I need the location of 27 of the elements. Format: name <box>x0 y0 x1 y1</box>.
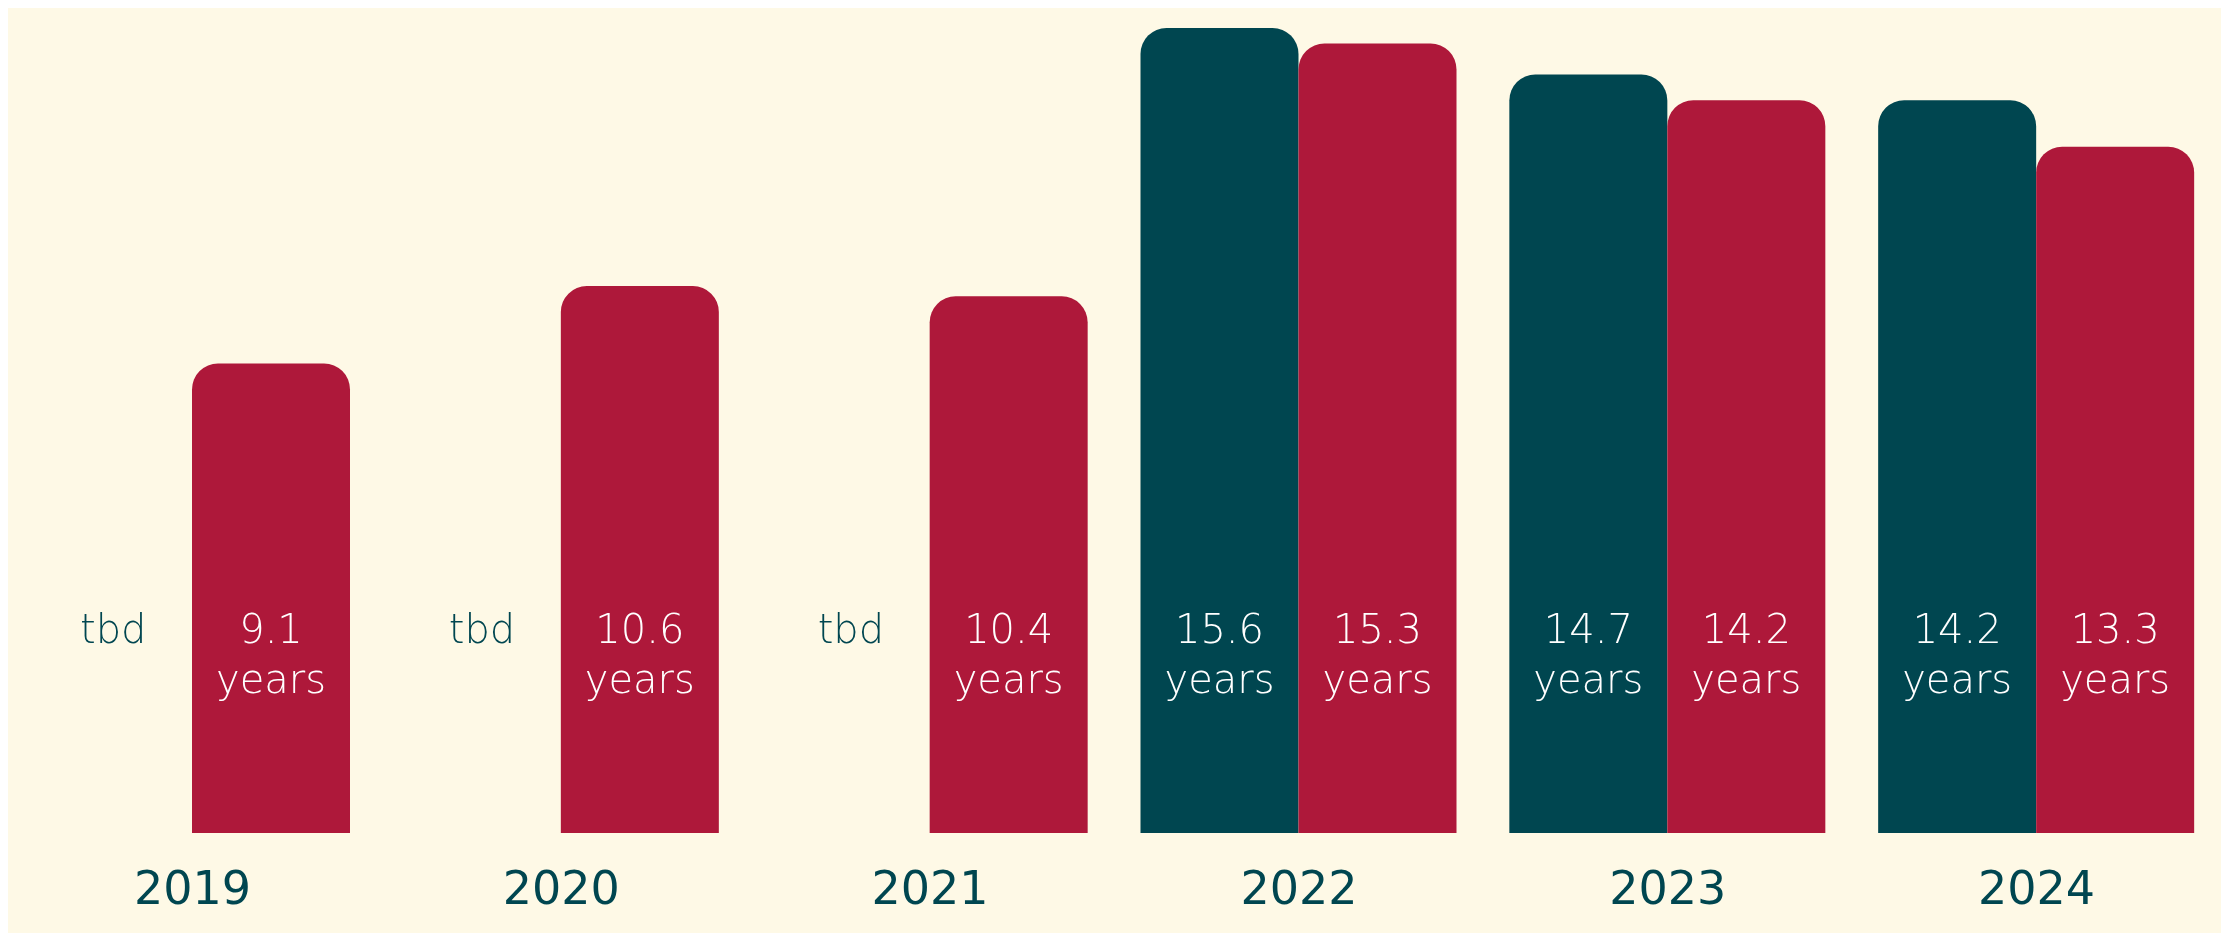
data-label: 14.2 years <box>1691 606 1802 702</box>
data-label: 14.2 years <box>1902 606 2013 702</box>
bar <box>560 286 719 833</box>
x-tick-label: 2021 <box>871 860 989 915</box>
data-label: 9.1 years <box>215 606 327 702</box>
data-label: 13.3 years <box>2060 606 2171 702</box>
text: tbd <box>817 606 885 652</box>
x-tick-label: 2022 <box>1240 860 1358 915</box>
bar <box>2036 146 2195 833</box>
text: tbd <box>448 606 516 652</box>
bar <box>929 296 1088 833</box>
bar <box>1667 100 1826 833</box>
bar <box>1140 28 1299 833</box>
text: tbd <box>79 606 147 652</box>
data-label: 10.6 years <box>584 606 695 702</box>
data-label: 15.3 years <box>1322 606 1433 702</box>
x-tick-label: 2024 <box>1978 860 2096 915</box>
bar <box>1298 43 1457 833</box>
data-label: 14.7 years <box>1533 606 1644 702</box>
x-tick-label: 2023 <box>1609 860 1727 915</box>
data-label: 15.6 years <box>1164 606 1275 702</box>
bar <box>192 363 350 833</box>
bar <box>1509 74 1668 833</box>
x-tick-label: 2019 <box>133 860 251 915</box>
data-label: 10.4 years <box>953 606 1064 702</box>
x-tick-label: 2020 <box>502 860 620 915</box>
bar <box>1878 100 2037 833</box>
